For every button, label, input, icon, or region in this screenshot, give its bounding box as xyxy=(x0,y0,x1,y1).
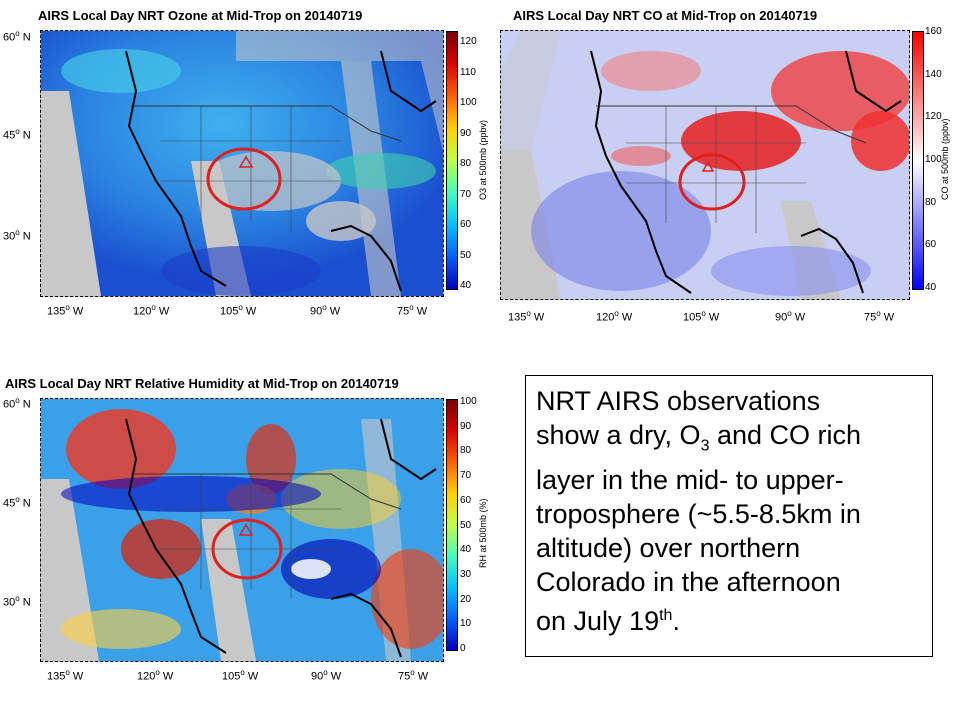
co-colorbar xyxy=(912,31,924,290)
rh-colorbar xyxy=(446,399,458,651)
note-line-5: altitude) over northern xyxy=(536,533,801,564)
ozone-site-marker xyxy=(238,155,254,168)
colorbar-tick-label: 100 xyxy=(925,154,942,165)
colorbar-tick-label: 50 xyxy=(460,519,472,531)
colorbar-tick-label: 50 xyxy=(460,249,472,261)
colorbar-tick-label: 100 xyxy=(460,396,477,407)
ozone-colorbar-label: O3 at 500mb (ppbv) xyxy=(478,119,488,200)
colorbar-tick-label: 40 xyxy=(460,544,472,556)
ozone-highlight-circle xyxy=(206,147,282,211)
colorbar-tick-label: 40 xyxy=(925,282,937,293)
colorbar-tick-label: 110 xyxy=(460,66,476,78)
co-map xyxy=(500,30,910,300)
rh-map xyxy=(40,398,444,662)
colorbar-tick-label: 100 xyxy=(460,97,477,108)
colorbar-tick-label: 80 xyxy=(460,445,472,457)
co-lon-label-75: 75o W xyxy=(864,309,895,324)
colorbar-tick-label: 10 xyxy=(460,618,472,630)
colorbar-tick-label: 40 xyxy=(460,280,472,291)
co-lon-label-105: 105o W xyxy=(683,309,720,324)
co-site-marker xyxy=(701,160,715,172)
ozone-lon-label-135: 135o W xyxy=(47,303,84,318)
ozone-lon-label-120: 120o W xyxy=(133,303,170,318)
note-line-4: troposphere (~5.5-8.5km in xyxy=(536,499,861,530)
rh-colorbar-label: RH at 500mb (%) xyxy=(478,498,488,568)
colorbar-tick-label: 160 xyxy=(925,26,942,37)
colorbar-tick-label: 140 xyxy=(925,68,942,80)
co-highlight-circle xyxy=(678,153,746,211)
colorbar-tick-label: 60 xyxy=(925,239,937,251)
co-lon-label-135: 135o W xyxy=(508,309,545,324)
co-lon-label-120: 120o W xyxy=(596,309,633,324)
rh-lon-label-135: 135o W xyxy=(47,668,84,683)
note-line-3: layer in the mid- to upper- xyxy=(536,465,844,496)
colorbar-tick-label: 120 xyxy=(925,111,942,123)
rh-lat-label-30: 30o N xyxy=(3,594,31,609)
ozone-lon-label-105: 105o W xyxy=(220,303,257,318)
colorbar-tick-label: 0 xyxy=(460,643,466,654)
colorbar-tick-label: 30 xyxy=(460,568,472,580)
rh-highlight-circle xyxy=(211,518,283,580)
rh-lat-label-45: 45o N xyxy=(3,495,31,510)
ozone-lat-label-60: 60o N xyxy=(3,29,31,44)
rh-lon-label-75: 75o W xyxy=(398,668,429,683)
co-colorbar-label: CO at 500mb (ppbv) xyxy=(940,118,950,200)
rh-lon-label-120: 120o W xyxy=(137,668,174,683)
colorbar-tick-label: 20 xyxy=(460,593,472,605)
colorbar-tick-label: 70 xyxy=(460,470,472,482)
rh-lat-label-60: 60o N xyxy=(3,396,31,411)
colorbar-tick-label: 60 xyxy=(460,219,472,230)
rh-lon-label-90: 90o W xyxy=(311,668,342,683)
ozone-panel-title: AIRS Local Day NRT Ozone at Mid-Trop on … xyxy=(38,8,363,23)
rh-lon-label-105: 105o W xyxy=(222,668,259,683)
co-lon-label-90: 90o W xyxy=(775,309,806,324)
ozone-lon-label-75: 75o W xyxy=(397,303,428,318)
note-line-2: show a dry, O3 and CO rich xyxy=(536,420,862,455)
ozone-lat-label-30: 30o N xyxy=(3,228,31,243)
ozone-lat-label-45: 45o N xyxy=(3,127,31,142)
co-panel-title: AIRS Local Day NRT CO at Mid-Trop on 201… xyxy=(513,8,818,23)
ozone-colorbar xyxy=(446,31,458,290)
note-line-7: on July 19th. xyxy=(536,606,680,637)
rh-panel-title: AIRS Local Day NRT Relative Humidity at … xyxy=(5,376,399,391)
colorbar-tick-label: 90 xyxy=(460,420,472,432)
ozone-map xyxy=(40,30,444,297)
rh-site-marker xyxy=(238,523,254,536)
ozone-lon-label-90: 90o W xyxy=(310,303,341,318)
colorbar-tick-label: 70 xyxy=(460,188,472,200)
colorbar-tick-label: 90 xyxy=(460,127,472,139)
colorbar-tick-label: 80 xyxy=(925,196,937,208)
note-line-1: NRT AIRS observations xyxy=(536,386,821,416)
colorbar-tick-label: 120 xyxy=(460,36,477,47)
observation-note: NRT AIRS observations show a dry, O3 and… xyxy=(525,375,933,657)
colorbar-tick-label: 60 xyxy=(460,494,472,506)
colorbar-tick-label: 80 xyxy=(460,158,472,169)
note-line-6: Colorado in the afternoon xyxy=(536,567,841,598)
